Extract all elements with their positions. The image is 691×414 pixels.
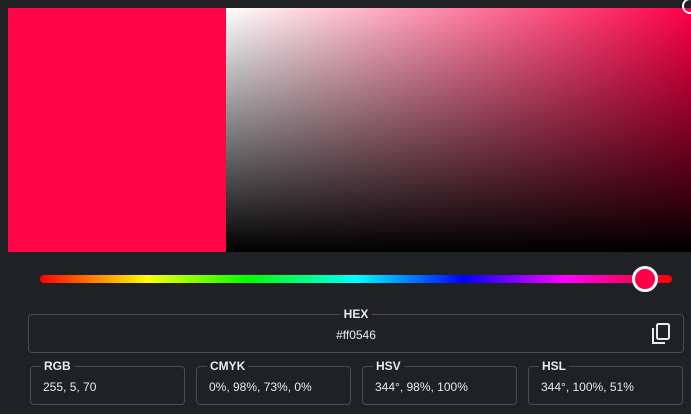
saturation-knob[interactable] [682, 0, 691, 14]
field-value: #ff0546 [336, 328, 376, 342]
field-value: 255, 5, 70 [43, 380, 97, 394]
copy-icon[interactable] [651, 323, 671, 345]
field-label: CMYK [207, 359, 249, 373]
hue-slider[interactable] [40, 275, 672, 283]
field-label: HEX [340, 307, 372, 321]
format-field[interactable]: RGB 255, 5, 70 [30, 359, 185, 405]
field-value: 344°, 98%, 100% [375, 380, 468, 394]
saturation-value-area[interactable] [226, 8, 691, 252]
hue-knob[interactable] [632, 266, 658, 292]
color-swatch [8, 8, 226, 252]
field-label: HSL [539, 359, 569, 373]
field-label: HSV [373, 359, 404, 373]
format-field[interactable]: CMYK 0%, 98%, 73%, 0% [196, 359, 351, 405]
format-field[interactable]: HSV 344°, 98%, 100% [362, 359, 517, 405]
field-label: RGB [41, 359, 74, 373]
field-value: 344°, 100%, 51% [541, 380, 634, 394]
format-field[interactable]: HSL 344°, 100%, 51% [528, 359, 683, 405]
field-value: 0%, 98%, 73%, 0% [209, 380, 312, 394]
hex-field[interactable]: HEX #ff0546 [28, 307, 684, 353]
